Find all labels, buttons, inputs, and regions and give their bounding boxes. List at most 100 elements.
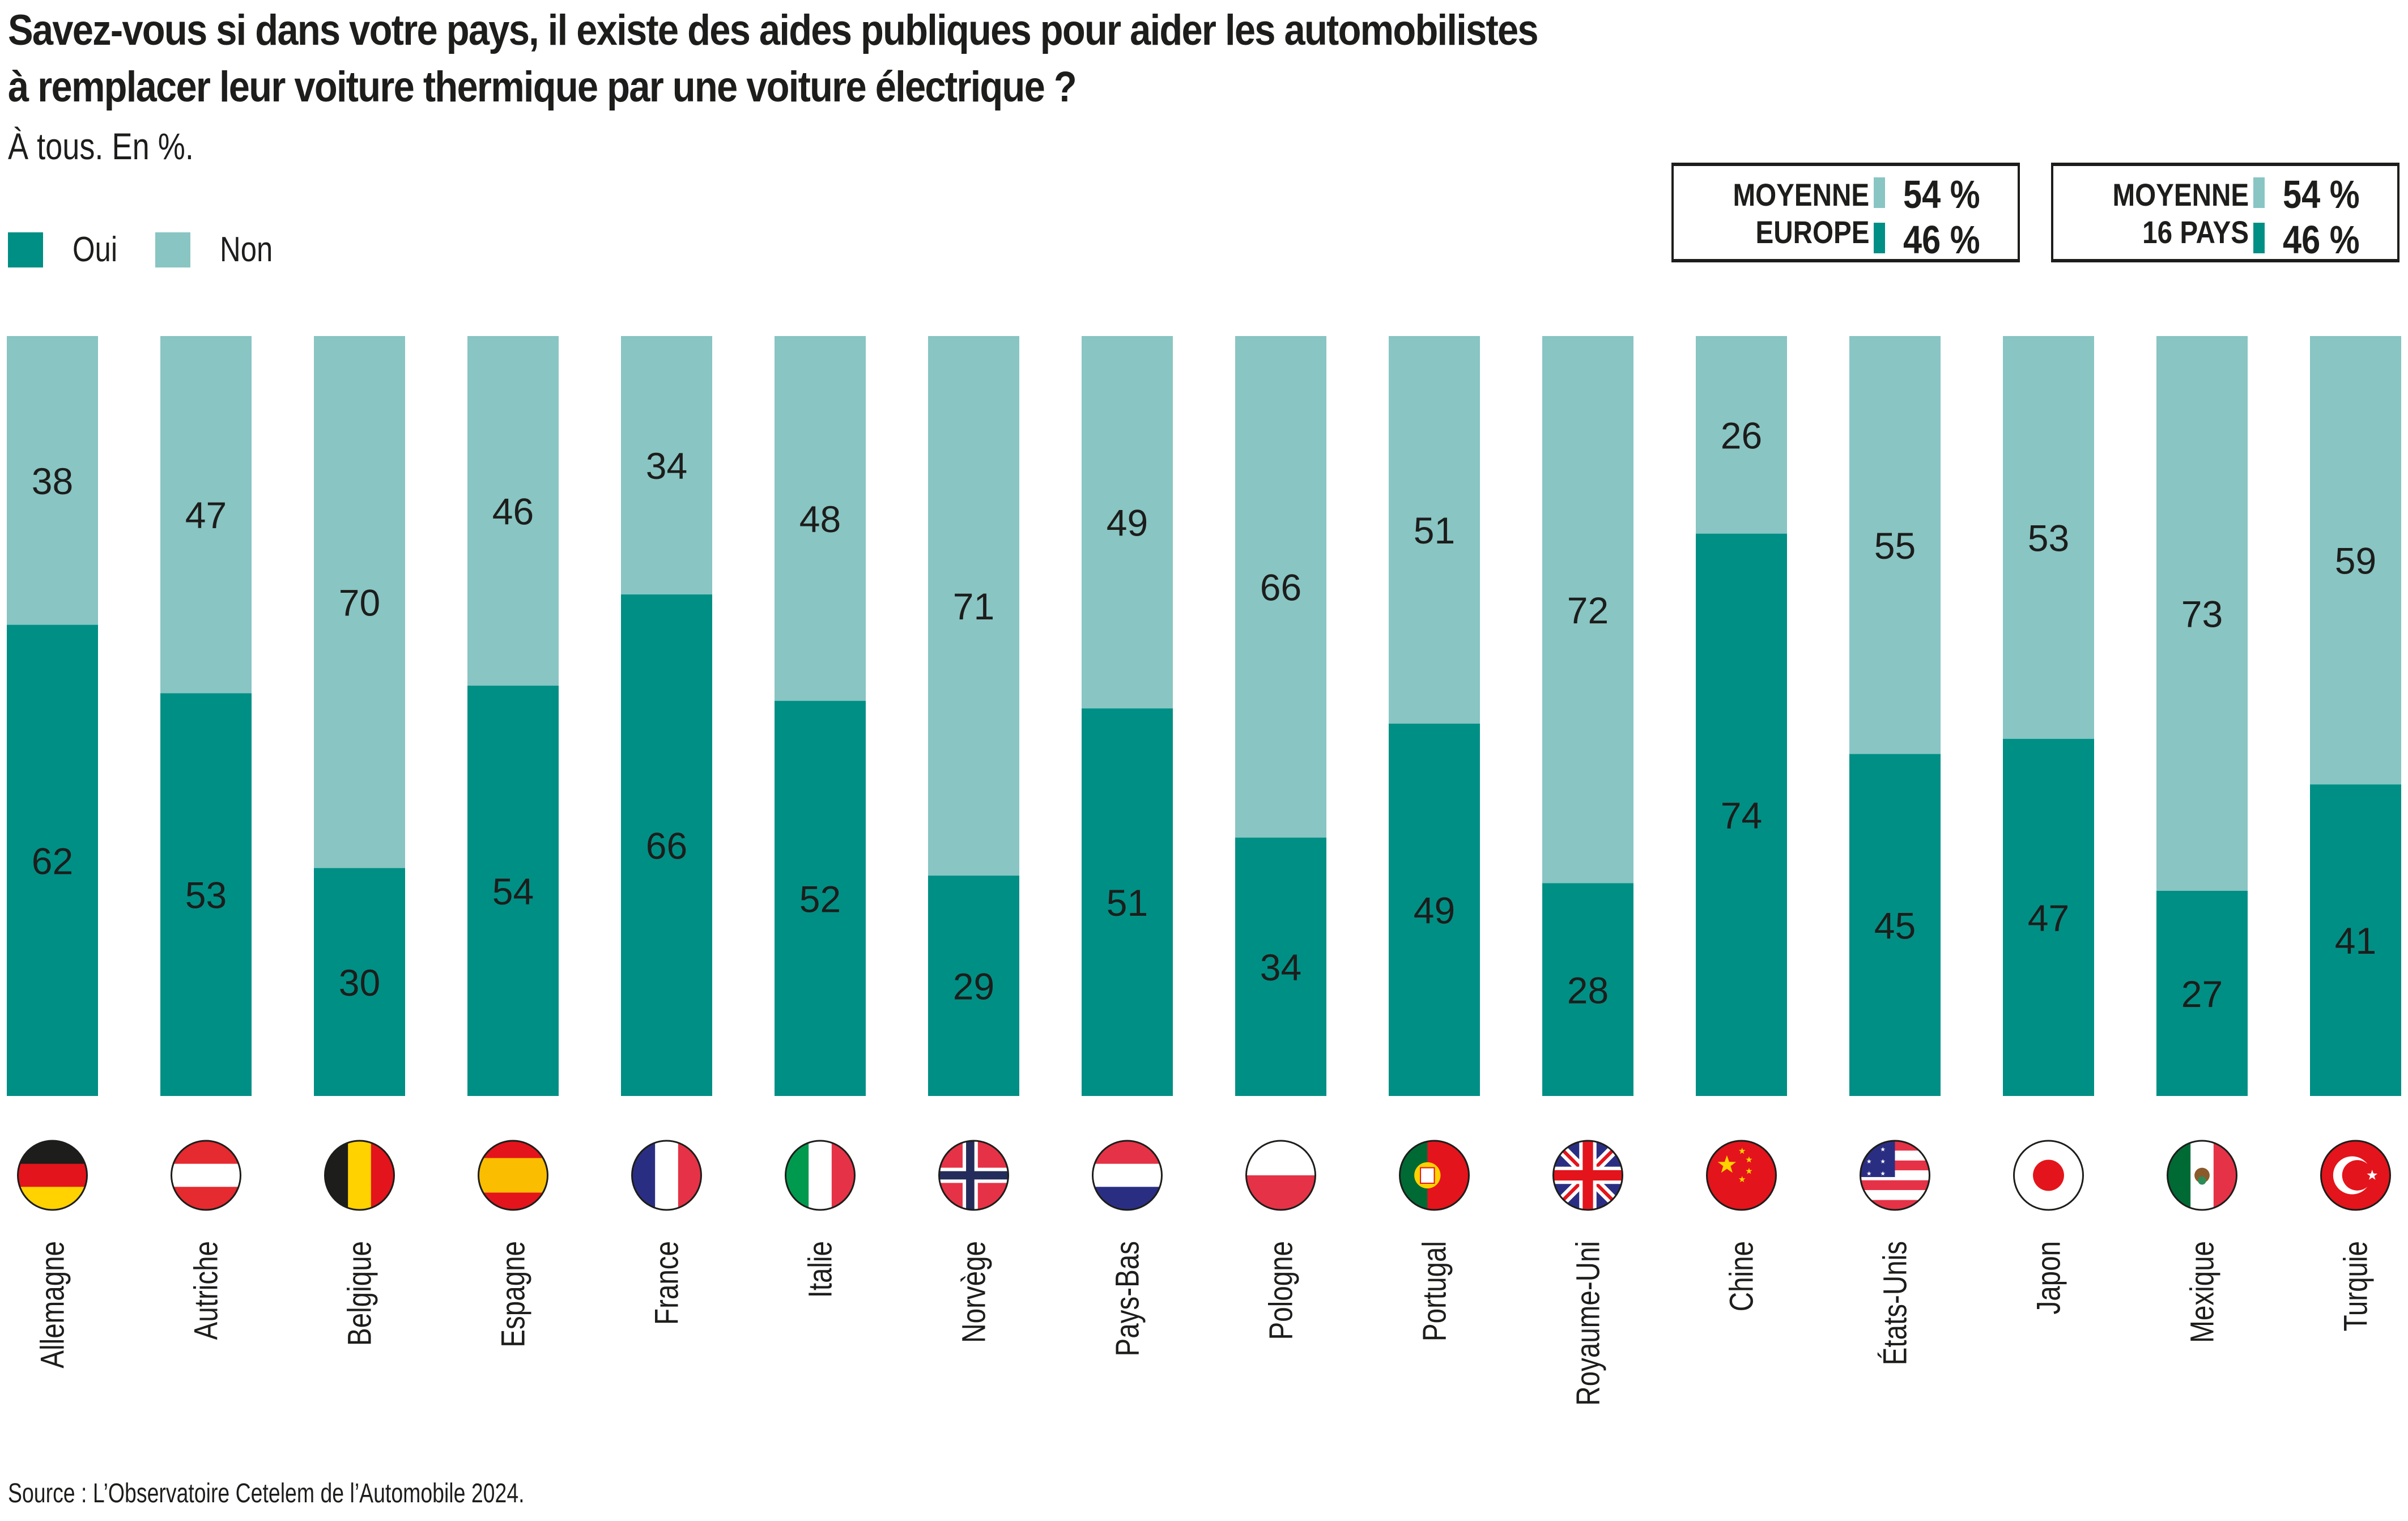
bar-segment-non xyxy=(621,336,712,594)
bar-segment-non xyxy=(1235,336,1326,838)
bar-segment-non xyxy=(160,336,252,694)
data-label-non: 55 xyxy=(1874,525,1916,567)
average-label-line2: EUROPE xyxy=(1755,214,1869,250)
legend-label-oui: Oui xyxy=(73,230,118,269)
bar-segment-non xyxy=(314,336,405,868)
category-label: Japon xyxy=(2031,1241,2067,1315)
data-label-non: 26 xyxy=(1721,414,1762,456)
data-label-non: 51 xyxy=(1414,509,1455,551)
data-label-oui: 52 xyxy=(799,878,841,920)
data-label-oui: 41 xyxy=(2335,920,2376,962)
flag-gb-icon xyxy=(1553,1141,1623,1210)
bar-segment-oui xyxy=(928,876,1019,1096)
data-label-oui: 45 xyxy=(1874,904,1916,946)
data-label-oui: 34 xyxy=(1260,946,1301,988)
data-label-oui: 49 xyxy=(1414,889,1455,931)
bar-segment-non xyxy=(7,336,98,625)
category-label: Belgique xyxy=(342,1241,378,1346)
bar-segment-oui xyxy=(467,685,559,1096)
data-label-non: 66 xyxy=(1260,567,1301,609)
flag-border xyxy=(938,1140,1009,1211)
data-label-non: 53 xyxy=(2028,517,2069,559)
data-label-non: 46 xyxy=(492,490,534,532)
bar-segment-oui xyxy=(775,700,866,1096)
data-label-non: 71 xyxy=(953,585,994,627)
category-label: France xyxy=(649,1241,686,1325)
bar-segment-oui xyxy=(1542,883,1633,1096)
flag-us-icon xyxy=(1860,1141,1930,1210)
average-swatch-non xyxy=(2253,177,2265,208)
average-label-line1: MOYENNE xyxy=(1733,177,1869,213)
title-line-2: à remplacer leur voiture thermique par u… xyxy=(8,63,1077,111)
average-value-oui: 46 % xyxy=(1903,218,1980,262)
bar-segment-oui xyxy=(160,693,252,1096)
bar-segment-non xyxy=(1849,336,1941,754)
data-label-oui: 62 xyxy=(32,840,73,882)
category-label: Norvège xyxy=(956,1241,993,1343)
legend-swatch-non xyxy=(155,232,191,267)
flag-border xyxy=(1399,1140,1470,1211)
bar-segment-non xyxy=(2310,336,2401,785)
category-label: Espagne xyxy=(495,1241,532,1348)
chart-title: Savez-vous si dans votre pays, il existe… xyxy=(8,2,1539,116)
data-label-non: 59 xyxy=(2335,540,2376,582)
category-label: Allemagne xyxy=(35,1241,71,1369)
data-label-oui: 47 xyxy=(2028,897,2069,939)
data-label-oui: 27 xyxy=(2181,973,2223,1015)
average-box-europe: MOYENNE EUROPE 54 % 46 % xyxy=(1671,163,2020,262)
flag-border xyxy=(1245,1140,1316,1211)
legend-label-non: Non xyxy=(220,230,273,269)
legend-swatch-oui xyxy=(8,232,43,267)
bar-segment-non xyxy=(467,336,559,686)
average-label-line2: 16 PAYS xyxy=(2142,214,2249,250)
flag-border xyxy=(17,1140,88,1211)
flag-border xyxy=(1092,1140,1163,1211)
category-label: Chine xyxy=(1724,1241,1760,1311)
bar-segment-oui xyxy=(2156,890,2248,1096)
category-label: Pologne xyxy=(1263,1241,1300,1340)
flag-jp-icon xyxy=(2014,1141,2083,1210)
bar-segment-oui xyxy=(1235,838,1326,1096)
bar-segment-oui xyxy=(1389,723,1480,1096)
category-label: Autriche xyxy=(188,1241,225,1340)
bar-segment-non xyxy=(1696,336,1787,534)
average-swatch-non xyxy=(1874,177,1885,208)
data-label-oui: 66 xyxy=(646,825,687,866)
data-label-non: 38 xyxy=(32,460,73,502)
flag-border xyxy=(171,1140,241,1211)
bar-segment-non xyxy=(1542,336,1633,883)
bar-segment-oui xyxy=(2310,784,2401,1096)
data-label-oui: 51 xyxy=(1107,882,1148,924)
data-label-non: 70 xyxy=(339,581,380,623)
bar-segment-oui xyxy=(314,868,405,1096)
average-swatch-oui xyxy=(1874,223,1885,253)
chart-subtitle: À tous. En %. xyxy=(8,125,194,167)
data-label-non: 49 xyxy=(1107,502,1148,544)
data-label-non: 34 xyxy=(646,445,687,487)
flag-be-icon xyxy=(325,1141,394,1210)
flag-border xyxy=(1552,1140,1623,1211)
data-label-non: 48 xyxy=(799,498,841,540)
flag-cn-icon xyxy=(1707,1141,1776,1210)
bar-segment-non xyxy=(928,336,1019,876)
flag-border xyxy=(2013,1140,2084,1211)
flag-border xyxy=(478,1140,548,1211)
data-label-oui: 28 xyxy=(1567,969,1609,1011)
average-value-non: 54 % xyxy=(2283,172,2360,216)
source-note: Source : L’Observatoire Cetelem de l’Aut… xyxy=(8,1478,525,1509)
data-label-oui: 53 xyxy=(185,874,227,916)
category-label: Italie xyxy=(802,1241,839,1298)
flag-border xyxy=(631,1140,702,1211)
bar-segment-non xyxy=(2003,336,2094,739)
category-label: Royaume-Uni xyxy=(1570,1241,1607,1406)
data-label-non: 73 xyxy=(2181,593,2223,635)
bar-segment-oui xyxy=(1849,754,1941,1096)
category-label: Pays-Bas xyxy=(1109,1241,1146,1356)
data-label-oui: 74 xyxy=(1721,795,1762,836)
category-label: Turquie xyxy=(2338,1241,2375,1331)
bar-segment-oui xyxy=(1082,708,1173,1096)
title-line-1: Savez-vous si dans votre pays, il existe… xyxy=(8,6,1539,54)
bar-segment-non xyxy=(1389,336,1480,724)
bar-segment-non xyxy=(1082,336,1173,709)
legend: Oui Non xyxy=(8,230,313,270)
